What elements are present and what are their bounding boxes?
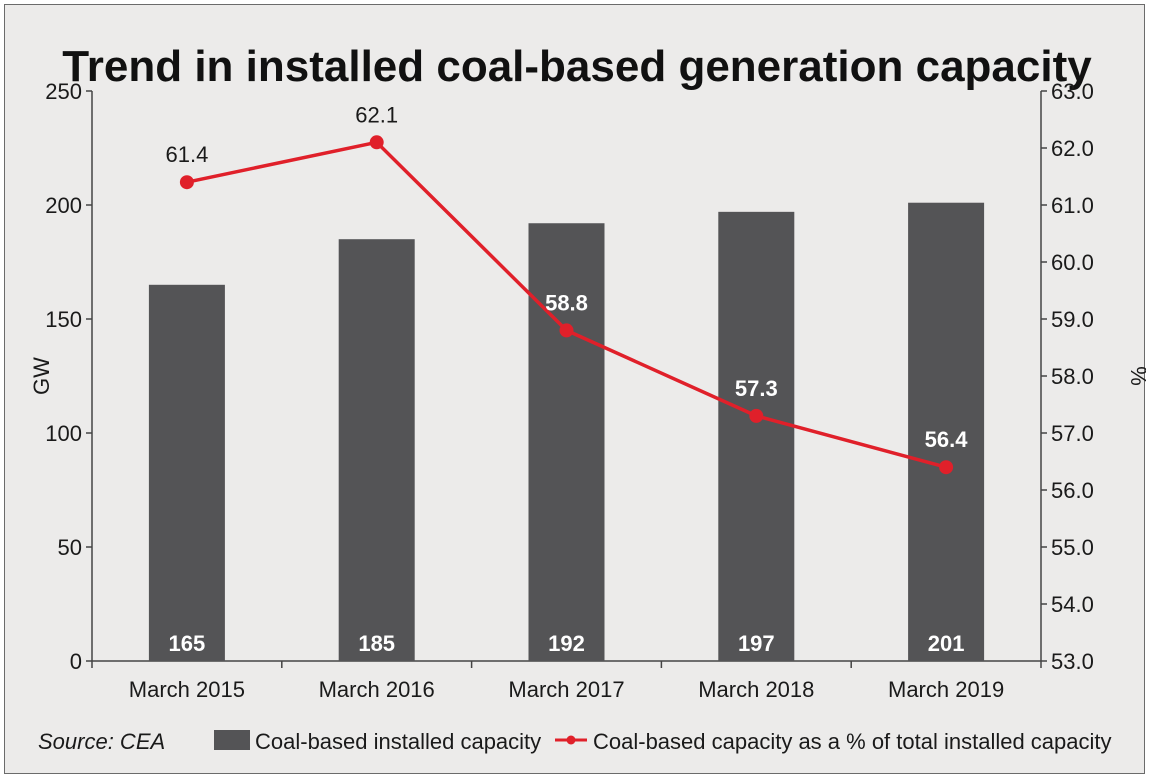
chart-frame: Trend in installed coal-based generation… [4, 4, 1146, 774]
line-point [369, 135, 384, 150]
bar [908, 202, 985, 661]
x-tick-label: March 2019 [888, 677, 1004, 702]
bars: 165 185 192 197 201 [148, 202, 985, 662]
y-left-tick-label: 0 [70, 649, 82, 674]
chart-title: Trend in installed coal-based generation… [62, 42, 1092, 91]
source-note: Source: CEA [38, 729, 165, 754]
bar [338, 239, 415, 661]
y-left-tick-label: 100 [45, 421, 82, 446]
line-data-label: 57.3 [735, 376, 778, 401]
y-left-tick-label: 200 [45, 193, 82, 218]
y-right-tick-label: 63.0 [1051, 79, 1094, 104]
bar [148, 284, 225, 661]
line-data-label: 62.1 [355, 102, 398, 127]
x-tick-label: March 2015 [129, 677, 245, 702]
legend-label-line: Coal-based capacity as a % of total inst… [593, 729, 1112, 754]
bar [528, 223, 605, 662]
line-point [939, 460, 954, 475]
legend: Source: CEA Coal-based installed capacit… [38, 729, 1112, 754]
bar-data-label: 192 [548, 631, 585, 656]
bar-data-label: 197 [738, 631, 775, 656]
y-right-tick-label: 62.0 [1051, 136, 1094, 161]
bar-data-label: 201 [928, 631, 965, 656]
legend-swatch-marker [566, 735, 576, 745]
legend-label-bar: Coal-based installed capacity [255, 729, 541, 754]
line-point [179, 175, 194, 190]
line-point [749, 408, 764, 423]
y-right-axis-title: % [1126, 366, 1146, 386]
y-right-tick-label: 60.0 [1051, 250, 1094, 275]
y-right-tick-label: 58.0 [1051, 364, 1094, 389]
line-point [559, 323, 574, 338]
x-tick-label: March 2016 [319, 677, 435, 702]
axes: 0 50 100 150 200 250 53.0 54.0 55.0 56.0 57.0 58.0 5… [29, 79, 1146, 702]
y-right-tick-label: 59.0 [1051, 307, 1094, 332]
y-right-tick-label: 56.0 [1051, 478, 1094, 503]
y-left-axis-title: GW [29, 357, 54, 395]
line-data-label: 61.4 [165, 142, 208, 167]
line-series: 61.4 62.1 58.8 57.3 56.4 [165, 102, 969, 475]
x-tick-label: March 2018 [698, 677, 814, 702]
bar-data-label: 165 [169, 631, 206, 656]
y-right-tick-label: 53.0 [1051, 649, 1094, 674]
y-right-tick-label: 55.0 [1051, 535, 1094, 560]
y-left-tick-label: 150 [45, 307, 82, 332]
bar-data-label: 185 [358, 631, 395, 656]
bar [718, 211, 795, 661]
y-right-tick-label: 54.0 [1051, 592, 1094, 617]
line-data-label: 56.4 [925, 427, 969, 452]
y-right-tick-label: 61.0 [1051, 193, 1094, 218]
y-left-tick-label: 50 [58, 535, 82, 560]
y-left-tick-label: 250 [45, 79, 82, 104]
x-tick-label: March 2017 [508, 677, 624, 702]
y-right-tick-label: 57.0 [1051, 421, 1094, 446]
line-data-label: 58.8 [545, 290, 588, 315]
legend-swatch-bar [214, 730, 250, 750]
chart: Trend in installed coal-based generation… [29, 42, 1146, 754]
